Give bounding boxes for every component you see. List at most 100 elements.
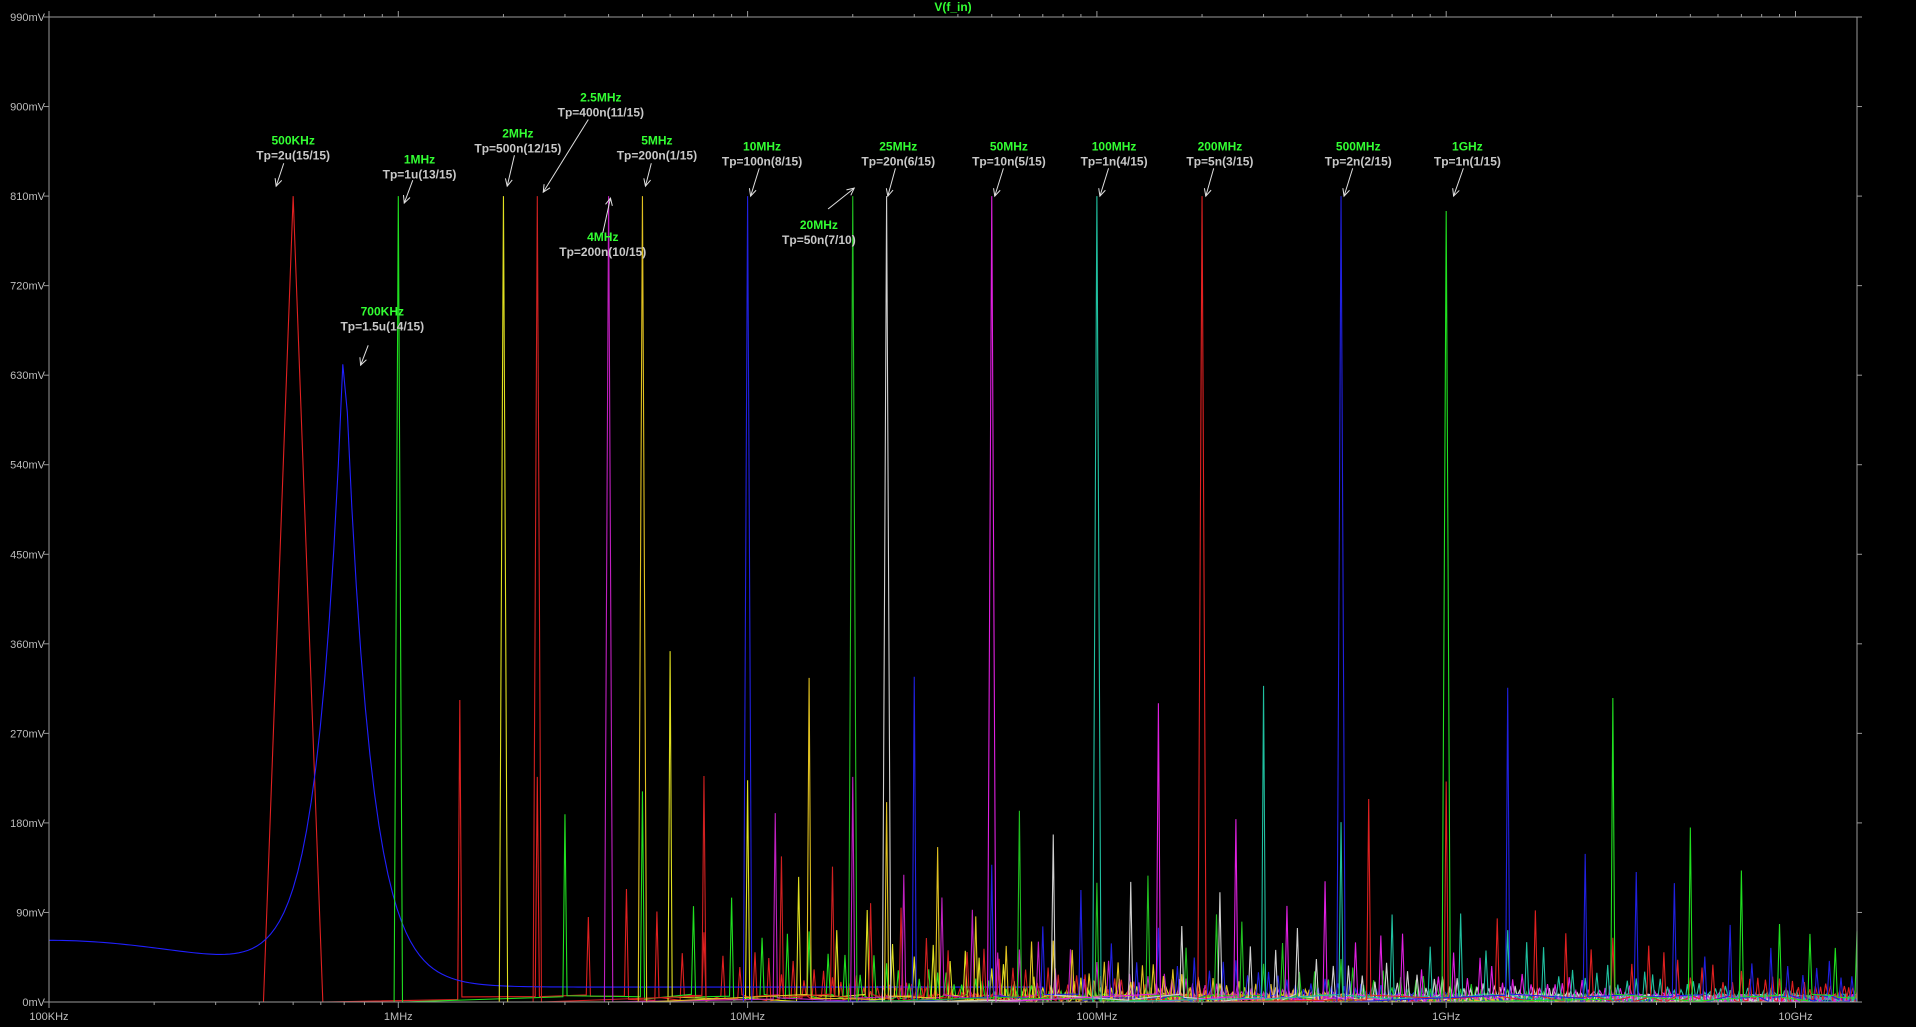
annotation-arrow (750, 168, 760, 197)
annotation-arrowhead (748, 188, 757, 198)
plot-frame (48, 16, 1858, 1003)
annotation-period: Tp=400n(11/15) (558, 106, 644, 120)
traces-group (48, 196, 1858, 1004)
annotation-freq: 25MHz (879, 139, 917, 153)
y-tick-label: 0mV (22, 997, 45, 1009)
annotation-arrowhead (1452, 188, 1460, 198)
annotation-freq: 5MHz (641, 133, 672, 147)
annotation-freq: 100MHz (1092, 139, 1137, 153)
annotation-arrowhead (402, 195, 411, 205)
annotation-freq: 500MHz (1336, 139, 1381, 153)
annotation-arrow (506, 155, 515, 187)
annotation-freq: 2.5MHz (580, 91, 621, 105)
annotation-freq: 1GHz (1452, 139, 1483, 153)
x-tick-label: 100KHz (29, 1011, 68, 1023)
annotation-arrowhead (1342, 188, 1350, 198)
annotation-arrow (827, 187, 855, 210)
annotation-arrowhead (1098, 188, 1106, 198)
annotation-arrow (360, 345, 369, 366)
annotation-arrow (644, 163, 652, 187)
chart-title: V(f_in) (934, 0, 971, 14)
x-axis: 100KHz 1MHz 10MHz 100MHz 1GHz 10GHz (29, 11, 1813, 1023)
y-tick-label: 270mV (10, 728, 46, 740)
x-tick-label: 10GHz (1778, 1011, 1812, 1023)
y-tick-label: 450mV (10, 549, 46, 561)
trace-1 (48, 364, 1044, 988)
trace-14 (49, 211, 1858, 1003)
annotation-arrow (1343, 168, 1354, 197)
annotation-freq: 50MHz (990, 139, 1028, 153)
y-tick-label: 990mV (10, 12, 46, 24)
annotation-freq: 700KHz (361, 304, 404, 318)
annotation-period: Tp=200n(10/15) (559, 245, 646, 259)
annotation-freq: 200MHz (1198, 139, 1243, 153)
annotation-arrowhead (846, 187, 856, 196)
annotation-freq: 1MHz (404, 152, 435, 166)
annotation-freq: 2MHz (502, 126, 533, 140)
y-tick-label: 540mV (10, 460, 46, 472)
annotation-arrowhead (504, 178, 513, 188)
annotation-period: Tp=2u(15/15) (256, 148, 330, 162)
x-tick-label: 100MHz (1076, 1011, 1117, 1023)
annotation-period: Tp=20n(6/15) (861, 154, 935, 168)
annotation-arrow (1205, 168, 1215, 197)
y-tick-label: 180mV (10, 818, 46, 830)
annotation-freq: 4MHz (587, 230, 618, 244)
annotation-freq: 500KHz (271, 133, 314, 147)
annotation-arrow (275, 163, 285, 187)
annotation-arrow (1453, 168, 1464, 197)
x-tick-label: 10MHz (730, 1011, 765, 1023)
annotation-arrow (887, 168, 896, 197)
annotation-period: Tp=10n(5/15) (972, 154, 1046, 168)
annotation-arrowhead (885, 188, 894, 198)
y-tick-label: 900mV (10, 102, 46, 114)
x-tick-label: 1MHz (384, 1011, 413, 1023)
annotation-arrow (542, 119, 589, 193)
trace-11 (49, 196, 1858, 1003)
annotation-arrowhead (1203, 188, 1212, 198)
annotation-period: Tp=100n(8/15) (722, 154, 802, 168)
trace-13 (49, 196, 1858, 1003)
annotation-arrow (602, 197, 611, 234)
annotation-arrow (403, 179, 414, 204)
y-tick-label: 630mV (10, 370, 46, 382)
annotation-arrowhead (359, 357, 367, 367)
annotation-arrowhead (643, 178, 651, 188)
annotation-arrowhead (542, 184, 551, 194)
annotation-arrow (1099, 168, 1110, 197)
y-tick-label: 810mV (10, 191, 46, 203)
annotation-period: Tp=500n(12/15) (474, 141, 561, 155)
annotation-period: Tp=1n(1/15) (1434, 154, 1501, 168)
annotation-arrowhead (605, 196, 613, 206)
annotation-arrowhead (993, 188, 1001, 198)
y-tick-label: 360mV (10, 639, 46, 651)
y-axis: 0mV 90mV 180mV 270mV 360mV 450mV 540mV 630mV 720… (10, 12, 1862, 1009)
annotation-freq: 20MHz (800, 218, 838, 232)
annotation-period: Tp=50n(7/10) (782, 233, 856, 247)
annotation-period: Tp=200n(1/15) (617, 148, 697, 162)
annotation-arrow (994, 168, 1004, 197)
annotation-freq: 10MHz (743, 139, 781, 153)
annotation-period: Tp=2n(2/15) (1325, 154, 1392, 168)
annotation-period: Tp=1n(4/15) (1081, 154, 1148, 168)
annotation-period: Tp=1u(13/15) (383, 167, 457, 181)
annotation-period: Tp=1.5u(14/15) (340, 319, 424, 333)
